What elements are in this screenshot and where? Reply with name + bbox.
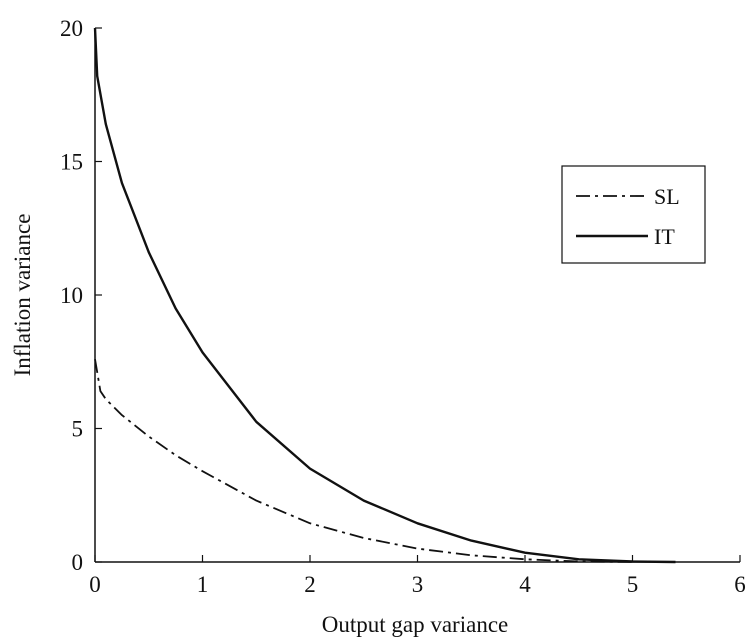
axes: 0 1 2 3 4 5 6 0 5 10 15 20	[60, 16, 746, 597]
series-line-sl	[94, 358, 633, 563]
legend: SL IT	[561, 165, 706, 264]
legend-label-sl: SL	[654, 184, 680, 209]
x-tick-label: 0	[89, 572, 101, 597]
x-tick-label: 6	[734, 572, 746, 597]
x-tick-label: 4	[519, 572, 531, 597]
x-tick-label: 2	[304, 572, 316, 597]
legend-label-it: IT	[654, 224, 675, 249]
x-tick-label: 1	[197, 572, 209, 597]
y-tick-label: 0	[72, 550, 84, 575]
y-tick-label: 15	[60, 150, 83, 175]
x-tick-label: 5	[627, 572, 639, 597]
legend-box	[561, 165, 706, 264]
y-tick-label: 5	[72, 417, 84, 442]
series-line-it	[93, 27, 676, 564]
y-axis-label: Inflation variance	[10, 214, 35, 377]
x-tick-label: 3	[412, 572, 424, 597]
plot-area	[93, 27, 676, 564]
y-tick-label: 10	[60, 283, 83, 308]
x-axis-label: Output gap variance	[322, 612, 508, 637]
y-tick-label: 20	[60, 16, 83, 41]
